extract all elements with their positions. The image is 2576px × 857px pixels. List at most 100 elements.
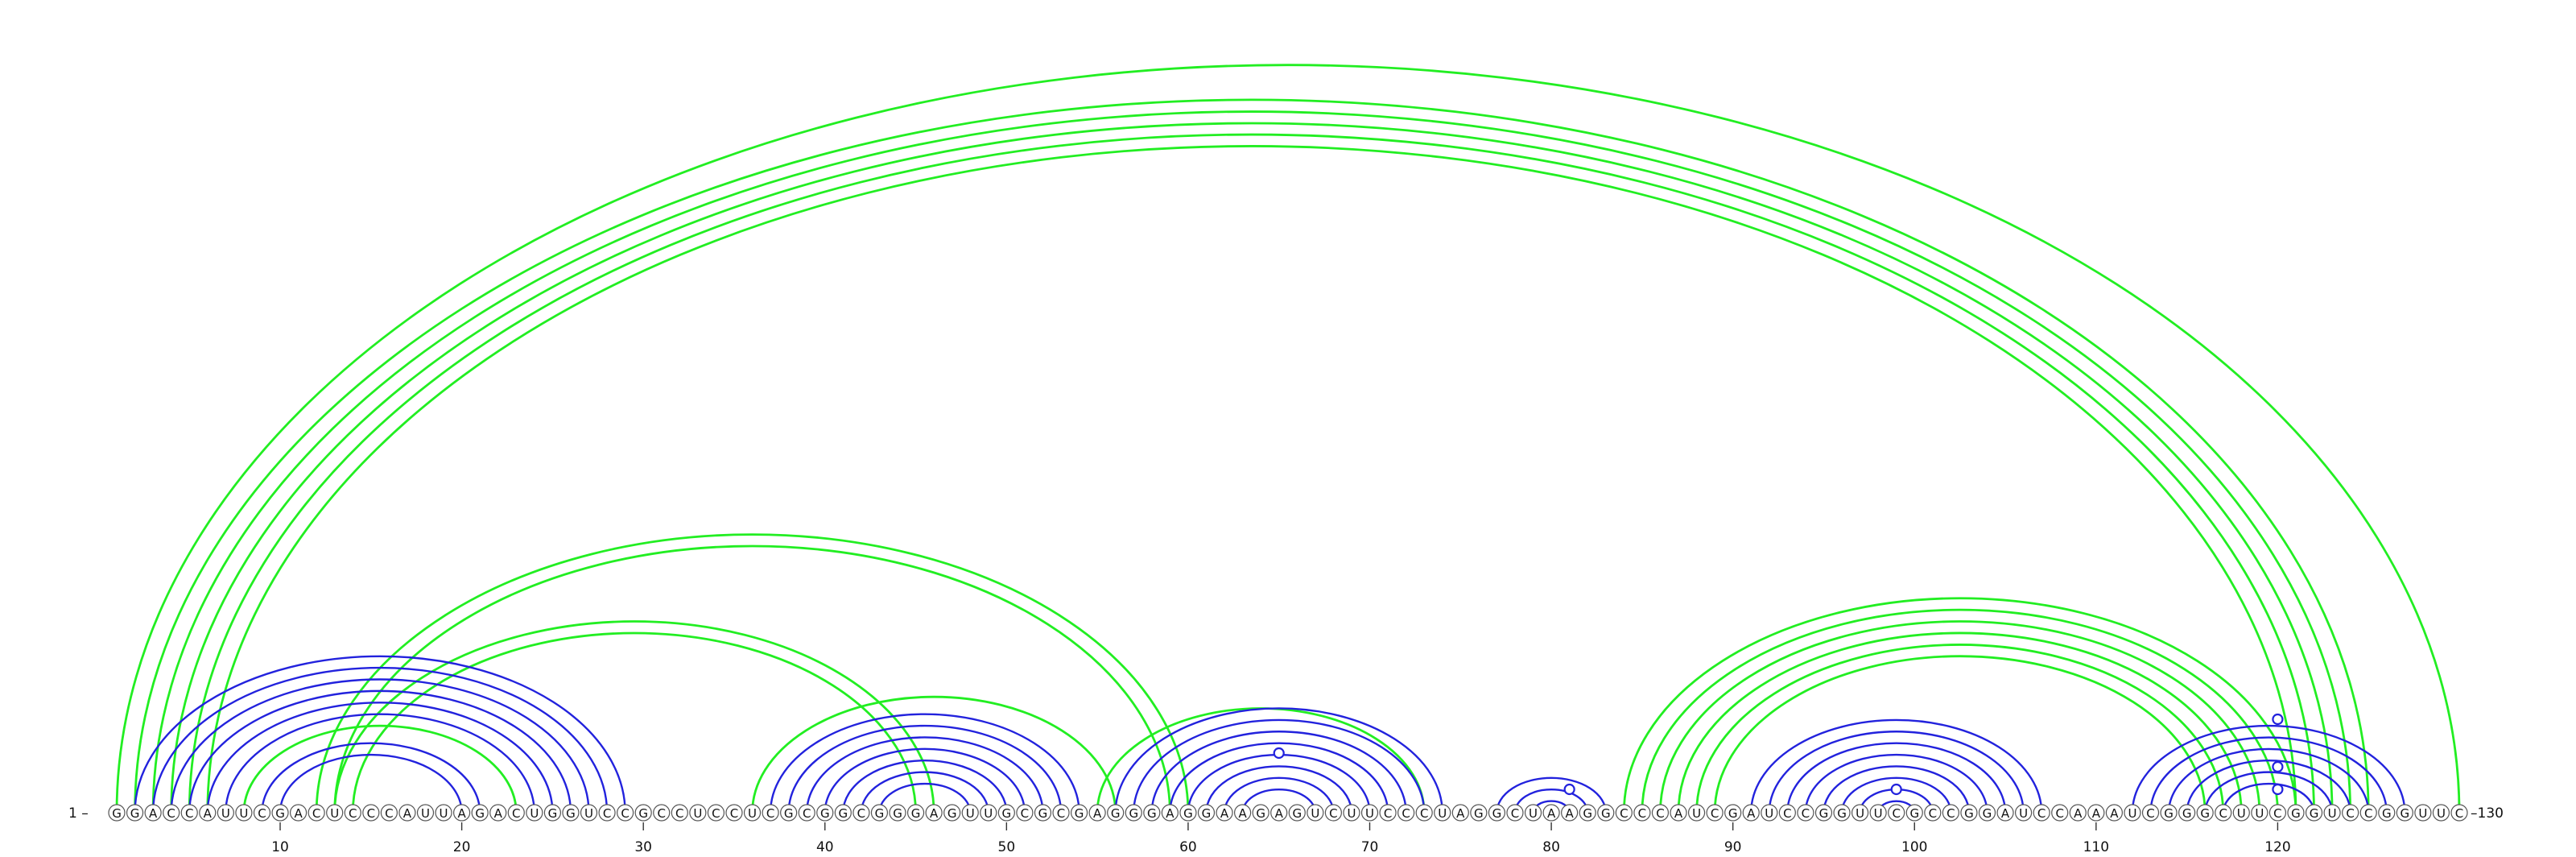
nucleotide-circle (1888, 804, 1905, 822)
nucleotide-circle (489, 804, 507, 822)
nucleotide-letter: A (2092, 806, 2101, 821)
nested-pair-arc (1114, 707, 1443, 814)
nucleotide-circle (1579, 804, 1596, 822)
nucleotide-letter: G (1075, 806, 1084, 821)
nucleotide-letter: A (294, 806, 303, 821)
nucleotide-circle (1197, 804, 1216, 822)
nucleotide-letter: U (1874, 806, 1883, 821)
nucleotide-letter: C (2146, 806, 2154, 821)
nucleotide-circle (2215, 804, 2232, 822)
nucleotide-circle (598, 804, 616, 822)
nucleotide-letter: C (1057, 806, 1065, 821)
axis-tick-label: 20 (453, 839, 471, 855)
nucleotide-letter: U (2019, 806, 2028, 821)
nucleotide-letter: A (1093, 806, 1102, 821)
nucleotide-circle (1615, 804, 1633, 822)
nucleotide-circle (1942, 804, 1959, 822)
nested-pair-arc (261, 742, 481, 814)
nucleotide-circle (1996, 804, 2014, 822)
nucleotide-letter: G (911, 806, 921, 821)
nucleotide-circle (1561, 804, 1579, 822)
nested-pair-arc (1223, 776, 1335, 814)
nucleotide-letter: A (494, 806, 503, 821)
nucleotide-letter: C (1384, 806, 1392, 821)
nucleotide-letter: C (1402, 806, 1410, 821)
nucleotide-letter: U (330, 806, 339, 821)
nucleotide-circle (1724, 804, 1742, 822)
nucleotide-circle (2141, 804, 2160, 822)
axis-tick-label: 110 (2083, 839, 2109, 855)
nucleotide-letter: C (730, 806, 738, 821)
nucleotide-letter: U (2328, 806, 2337, 821)
nucleotide-circle (2033, 804, 2050, 822)
nucleotide-letter: A (457, 806, 466, 821)
nucleotide-circle (235, 804, 253, 822)
nucleotide-letter: C (2455, 806, 2463, 821)
nucleotide-letter: G (2401, 806, 2410, 821)
nucleotide-letter: U (984, 806, 993, 821)
nucleotide-letter: C (185, 806, 193, 821)
nucleotide-circle (1234, 804, 1252, 822)
nucleotide-letter: C (1892, 806, 1900, 821)
nucleotide-circle (725, 804, 743, 822)
nucleotide-circle (906, 804, 925, 822)
nucleotide-letter: G (947, 806, 957, 821)
nucleotide-letter: C (349, 806, 357, 821)
nested-pair-arc (134, 655, 626, 814)
nucleotide-letter: U (693, 806, 702, 821)
nucleotide-letter: U (2418, 806, 2427, 821)
nucleotide-letter: A (1220, 806, 1229, 821)
nucleotide-letter: C (1946, 806, 1955, 821)
nested-pair-arc (151, 666, 609, 814)
pseudoknot-marker (1273, 747, 1285, 760)
nucleotide-letter: U (2237, 806, 2246, 821)
nucleotide-circle (1125, 804, 1142, 822)
nucleotide-letter: C (1420, 806, 1428, 821)
nucleotide-letter: G (1492, 806, 1502, 821)
nucleotide-circle (1470, 804, 1488, 822)
nucleotide-letter: A (204, 806, 213, 821)
nucleotide-letter: U (239, 806, 248, 821)
nucleotide-circle (1851, 804, 1869, 822)
crossing-pair-arc (1695, 644, 2225, 814)
nucleotide-circle (126, 804, 144, 822)
nucleotide-circle (798, 804, 815, 822)
pseudoknot-marker (2272, 713, 2284, 726)
nucleotide-letter: G (1038, 806, 1048, 821)
nucleotide-circle (453, 804, 471, 822)
nucleotide-circle (326, 804, 344, 822)
crossing-pair-arc (1641, 608, 2279, 814)
nucleotide-letter: G (2310, 806, 2319, 821)
nucleotide-circle (1070, 804, 1088, 822)
axis-tick-label: 120 (2264, 839, 2290, 855)
nucleotide-letter: G (1002, 806, 1012, 821)
nucleotide-circle (997, 804, 1015, 822)
nucleotide-letter: C (1620, 806, 1628, 821)
pseudoknot-marker (1890, 783, 1902, 796)
nucleotide-letter: C (1656, 806, 1664, 821)
nucleotide-letter: G (1728, 806, 1738, 821)
nucleotide-circle (362, 804, 380, 822)
nucleotide-letter: G (1819, 806, 1829, 821)
nested-pair-arc (824, 747, 1026, 814)
nested-pair-arc (206, 702, 554, 814)
nucleotide-circle (834, 804, 852, 822)
nucleotide-letter: U (1311, 806, 1319, 821)
nucleotide-letter: G (1129, 806, 1138, 821)
nucleotide-letter: G (275, 806, 285, 821)
nucleotide-circle (852, 804, 870, 822)
nucleotide-letter: A (1456, 806, 1465, 821)
nucleotide-circle (1542, 804, 1560, 822)
nucleotide-letter: C (367, 806, 375, 821)
nucleotide-circle (308, 804, 325, 822)
nucleotide-circle (435, 804, 452, 822)
nucleotide-circle (543, 804, 561, 822)
nucleotide-circle (653, 804, 671, 822)
nucleotide-circle (1216, 804, 1233, 822)
nucleotide-circle (2051, 804, 2069, 822)
nucleotide-letter: G (112, 806, 122, 821)
nucleotide-letter: C (2037, 806, 2046, 821)
nucleotide-circle (1052, 804, 1070, 822)
nucleotide-circle (2396, 804, 2413, 822)
crossing-pair-arc (333, 620, 935, 814)
